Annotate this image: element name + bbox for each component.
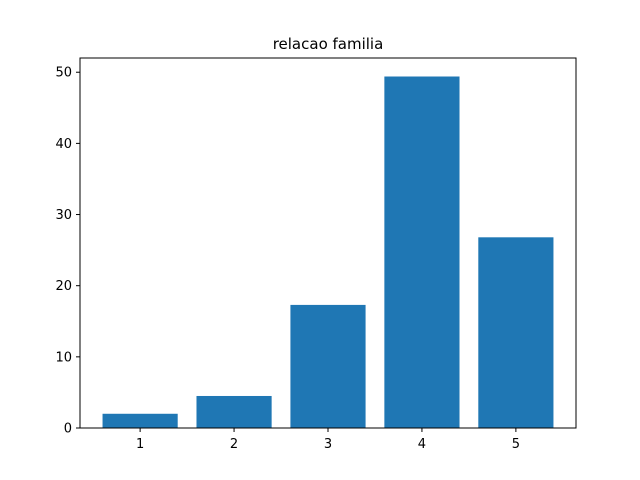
y-tick-label: 50 — [55, 66, 72, 81]
bar-3 — [290, 304, 366, 428]
x-axis-ticks: 1 2 3 4 5 — [136, 428, 520, 452]
bar-5 — [478, 237, 554, 428]
y-tick-label: 40 — [55, 137, 72, 152]
bar-2 — [196, 395, 272, 428]
y-tick-label: 20 — [55, 279, 72, 294]
x-tick-label: 2 — [230, 437, 238, 452]
bar-1 — [102, 413, 178, 428]
chart-title: relacao familia — [273, 35, 384, 53]
y-tick-label: 10 — [55, 350, 72, 365]
bars-group — [102, 76, 554, 428]
x-tick-label: 5 — [512, 437, 520, 452]
x-tick-label: 1 — [136, 437, 144, 452]
y-tick-label: 0 — [64, 422, 72, 437]
x-tick-label: 4 — [418, 437, 426, 452]
y-axis-ticks: 0 10 20 30 40 50 — [55, 66, 80, 437]
x-tick-label: 3 — [324, 437, 332, 452]
y-tick-label: 30 — [55, 208, 72, 223]
plot-area-frame — [79, 57, 577, 429]
bar-4 — [384, 76, 460, 428]
